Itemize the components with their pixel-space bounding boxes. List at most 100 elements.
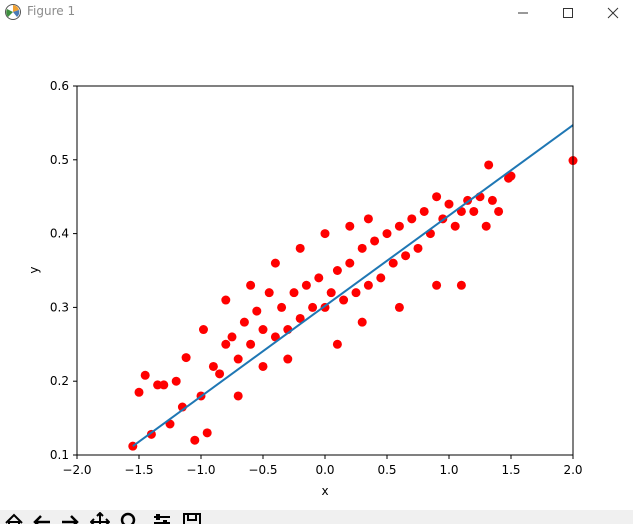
minimize-icon (518, 12, 528, 14)
scatter-point (221, 339, 231, 349)
scatter-point (376, 273, 386, 283)
home-button[interactable] (4, 512, 26, 524)
scatter-point (432, 192, 442, 202)
scatter-point (332, 266, 342, 275)
maximize-button[interactable] (545, 0, 591, 26)
scatter-point (332, 339, 342, 349)
scatter-point (239, 317, 249, 327)
scatter-point (295, 313, 305, 323)
scatter-point (215, 369, 225, 379)
x-axis-label: x (321, 484, 328, 498)
scatter-point (134, 387, 144, 397)
y-tick-label: 0.3 (50, 300, 69, 314)
subplots-button[interactable] (152, 512, 174, 524)
scatter-point (283, 354, 293, 364)
close-button[interactable] (590, 0, 633, 26)
scatter-point (401, 251, 411, 261)
close-icon (607, 7, 619, 19)
back-button[interactable] (32, 512, 54, 524)
scatter-point (339, 295, 349, 305)
window-title: Figure 1 (27, 4, 76, 18)
scatter-point (258, 361, 268, 371)
scatter-point (246, 280, 256, 290)
scatter-point (190, 435, 200, 445)
figure-canvas[interactable]: −2.0 −1.5 −1.0 −0.5 0.0 0.5 1.0 1.5 2.0 0.1 0.2 0.… (0, 26, 633, 510)
x-ticks: −2.0 −1.5 −1.0 −0.5 0.0 0.5 1.0 1.5 2.0 (62, 455, 583, 477)
scatter-point (363, 280, 373, 290)
scatter-point (506, 171, 516, 181)
scatter-point (370, 236, 380, 246)
chart: −2.0 −1.5 −1.0 −0.5 0.0 0.5 1.0 1.5 2.0 0.10.20.… (27, 79, 583, 498)
scatter-point (246, 339, 256, 349)
scatter-point (140, 370, 150, 380)
scatter-point (198, 325, 208, 335)
back-arrow-icon (33, 515, 50, 524)
scatter-point (264, 288, 274, 298)
scatter-point (301, 280, 311, 290)
subplots-icon (154, 514, 170, 524)
scatter-point (469, 206, 479, 216)
scatter-point (308, 302, 318, 312)
y-ticks: 0.1 0.2 0.3 0.4 0.5 0.6 (50, 79, 77, 462)
y-tick-label: 0.1 (50, 448, 69, 462)
scatter-point (233, 391, 243, 401)
zoom-button[interactable] (120, 512, 142, 524)
chart-marks (128, 124, 578, 451)
x-tick-label: 1.5 (501, 463, 520, 477)
x-tick-label: −0.5 (248, 463, 277, 477)
scatter-point (227, 332, 237, 342)
scatter-point (363, 214, 373, 224)
scatter-point (171, 376, 181, 386)
x-tick-label: 0.0 (315, 463, 334, 477)
scatter-point (270, 332, 280, 342)
zoom-icon (120, 512, 136, 524)
scatter-point (295, 243, 305, 253)
matplotlib-icon (5, 4, 21, 20)
y-tick-label: 0.2 (50, 374, 69, 388)
x-tick-label: 0.5 (377, 463, 396, 477)
scatter-point (484, 160, 494, 170)
forward-arrow-icon (62, 515, 79, 524)
navigation-toolbar (0, 510, 633, 524)
scatter-point (432, 280, 442, 290)
y-tick-label: 0.5 (50, 153, 69, 167)
scatter-point (394, 302, 404, 312)
scatter-point (202, 428, 212, 438)
save-button[interactable] (182, 512, 204, 524)
x-tick-label: −1.0 (186, 463, 215, 477)
scatter-point (419, 206, 429, 216)
scatter-point (252, 306, 262, 316)
scatter-point (382, 229, 392, 239)
scatter-point (270, 258, 280, 268)
y-tick-label: 0.4 (50, 227, 69, 241)
scatter-point (357, 243, 367, 253)
scatter-point (320, 229, 330, 239)
minimize-button[interactable] (500, 0, 546, 26)
pan-icon (89, 511, 111, 524)
scatter-point (450, 221, 460, 231)
scatter-point (388, 258, 398, 268)
axes-frame (76, 85, 574, 456)
scatter-point (221, 295, 231, 305)
scatter-point (456, 280, 466, 290)
scatter-point (208, 361, 218, 371)
scatter-point (481, 221, 491, 231)
scatter-point (314, 273, 324, 283)
x-tick-label: −2.0 (62, 463, 91, 477)
scatter-point (277, 302, 287, 312)
scatter-point (444, 199, 454, 209)
scatter-point (153, 380, 163, 390)
save-icon (183, 513, 201, 524)
y-tick-label: 0.6 (50, 79, 69, 93)
scatter-point (289, 288, 299, 298)
scatter-point (181, 353, 191, 363)
pan-button[interactable] (89, 511, 112, 524)
home-icon (5, 513, 23, 524)
x-tick-label: 2.0 (563, 463, 582, 477)
scatter-point (345, 221, 355, 231)
forward-button[interactable] (60, 512, 82, 524)
window-titlebar: Figure 1 (0, 0, 633, 26)
scatter-point (345, 258, 355, 268)
scatter-point (494, 206, 504, 216)
scatter-point (394, 221, 404, 231)
